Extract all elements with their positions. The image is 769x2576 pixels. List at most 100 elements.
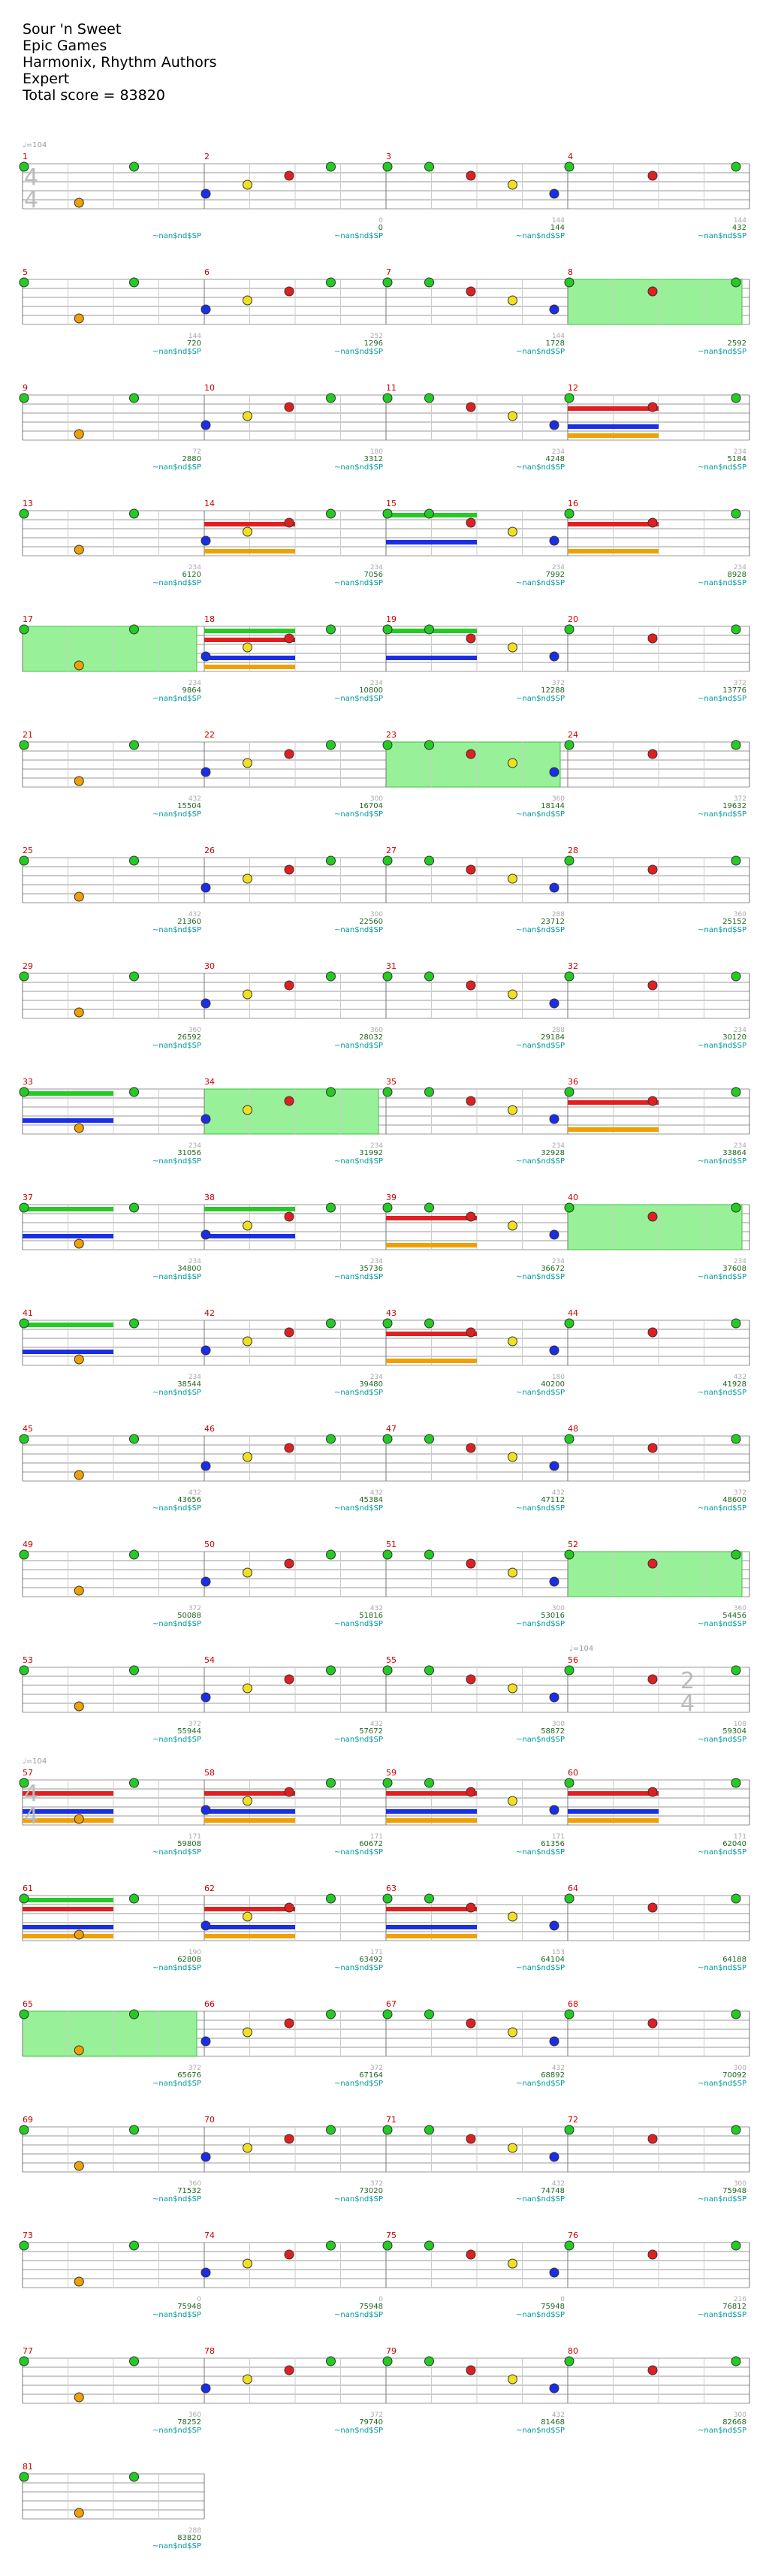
measure-number: 42 <box>204 1308 215 1318</box>
note-gem <box>424 1202 434 1213</box>
note-gem <box>564 740 574 750</box>
measure-score: 0 <box>378 224 383 232</box>
measure-marker: ~nan$nd$SP <box>516 1157 565 1166</box>
note-gem <box>466 864 476 875</box>
measure-sub-score: 432 <box>552 2412 565 2419</box>
note-gem <box>19 2240 29 2251</box>
measure-marker: ~nan$nd$SP <box>152 1389 201 1397</box>
measure-sub-score: 234 <box>552 564 565 572</box>
note-gem <box>19 855 29 866</box>
note-gem <box>466 1443 476 1453</box>
measure-sub-score: 234 <box>552 1258 565 1265</box>
measure-marker: ~nan$nd$SP <box>516 1964 565 1972</box>
note-gem <box>549 998 559 1009</box>
measure-score: 19632 <box>722 802 746 810</box>
note-gem <box>129 855 140 866</box>
measure-sub-score: 360 <box>188 1027 201 1034</box>
measure-score: 6120 <box>182 571 201 579</box>
sustain-trail <box>386 656 477 660</box>
note-gem <box>284 1558 294 1569</box>
measure-sub-score: 234 <box>370 680 383 687</box>
measure-number: 19 <box>386 614 397 624</box>
measure-score: 76812 <box>722 2303 746 2311</box>
measure-number: 4 <box>568 152 573 161</box>
measure-sub-score: 288 <box>552 911 565 918</box>
note-gem <box>466 1902 476 1913</box>
measure-marker: ~nan$nd$SP <box>698 463 746 472</box>
note-gem <box>201 2152 211 2162</box>
measure-number: 50 <box>204 1540 215 1549</box>
note-gem <box>201 2383 211 2394</box>
measure-marker: ~nan$nd$SP <box>698 1157 746 1166</box>
note-gem <box>284 286 294 297</box>
measure-score: 2592 <box>728 339 746 348</box>
note-gem <box>382 2356 393 2366</box>
measure-sub-score: 0 <box>378 2296 383 2303</box>
measure-number: 58 <box>204 1768 215 1778</box>
note-gem <box>382 393 393 403</box>
measure-marker: ~nan$nd$SP <box>152 1620 201 1628</box>
measure-marker: ~nan$nd$SP <box>152 2427 201 2435</box>
note-gem <box>382 277 393 288</box>
measure-marker: ~nan$nd$SP <box>334 2427 383 2435</box>
sustain-trail <box>568 1791 659 1796</box>
measure-score: 1728 <box>546 339 565 348</box>
measure-marker: ~nan$nd$SP <box>516 1504 565 1513</box>
measure-score: 37608 <box>722 1265 746 1273</box>
note-gem <box>326 971 336 982</box>
note-gem <box>326 2009 336 2019</box>
measure-number: 60 <box>568 1768 578 1778</box>
measure-score: 81468 <box>541 2418 565 2427</box>
note-gem <box>201 535 211 546</box>
measure-number: 2 <box>204 152 210 161</box>
sustain-trail <box>386 1925 477 1929</box>
measure-number: 16 <box>568 499 578 508</box>
sustain-trail <box>204 1925 295 1929</box>
note-gem <box>564 624 574 635</box>
measure-marker: ~nan$nd$SP <box>334 810 383 819</box>
measure-score: 58872 <box>541 1727 565 1736</box>
note-gem <box>243 1336 252 1347</box>
note-gem <box>731 971 741 982</box>
measure-marker: ~nan$nd$SP <box>152 232 201 240</box>
measure-sub-score: 234 <box>370 1142 383 1150</box>
measure-score: 71532 <box>177 2187 201 2195</box>
note-gem <box>382 2240 393 2251</box>
measure-score: 13776 <box>722 686 746 695</box>
note-gem <box>243 411 252 421</box>
sustain-trail <box>568 549 659 554</box>
measure-number: 40 <box>568 1193 578 1202</box>
note-gem <box>201 1345 211 1356</box>
measure-sub-score: 144 <box>188 333 201 340</box>
note-gem <box>326 508 336 519</box>
note-gem <box>284 633 294 644</box>
note-gem <box>424 2356 434 2366</box>
note-gem <box>647 1558 658 1569</box>
note-gem <box>201 1805 211 1815</box>
note-gem <box>129 1087 140 1097</box>
measure-marker: ~nan$nd$SP <box>334 2080 383 2088</box>
note-gem <box>731 1087 741 1097</box>
measure-score: 3312 <box>364 455 383 463</box>
note-gem <box>284 2018 294 2029</box>
measure-marker: ~nan$nd$SP <box>152 1964 201 1972</box>
note-gem <box>326 1549 336 1560</box>
note-gem <box>129 2472 140 2482</box>
note-gem <box>284 2365 294 2375</box>
measure-sub-score: 144 <box>552 333 565 340</box>
note-gem <box>647 864 658 875</box>
song-artist: Epic Games <box>23 38 107 54</box>
note-gem <box>424 740 434 750</box>
measure-number: 3 <box>386 152 391 161</box>
measure-sub-score: 234 <box>734 1027 746 1034</box>
sustain-trail <box>386 1818 477 1823</box>
measure-number: 49 <box>23 1540 33 1549</box>
measure-marker: ~nan$nd$SP <box>334 232 383 240</box>
sustain-trail <box>23 1350 113 1354</box>
note-gem <box>508 1796 517 1806</box>
note-gem <box>382 1549 393 1560</box>
note-gem <box>549 1229 559 1240</box>
measure-number: 14 <box>204 499 215 508</box>
note-gem <box>731 1778 741 1788</box>
sustain-trail <box>568 433 659 438</box>
